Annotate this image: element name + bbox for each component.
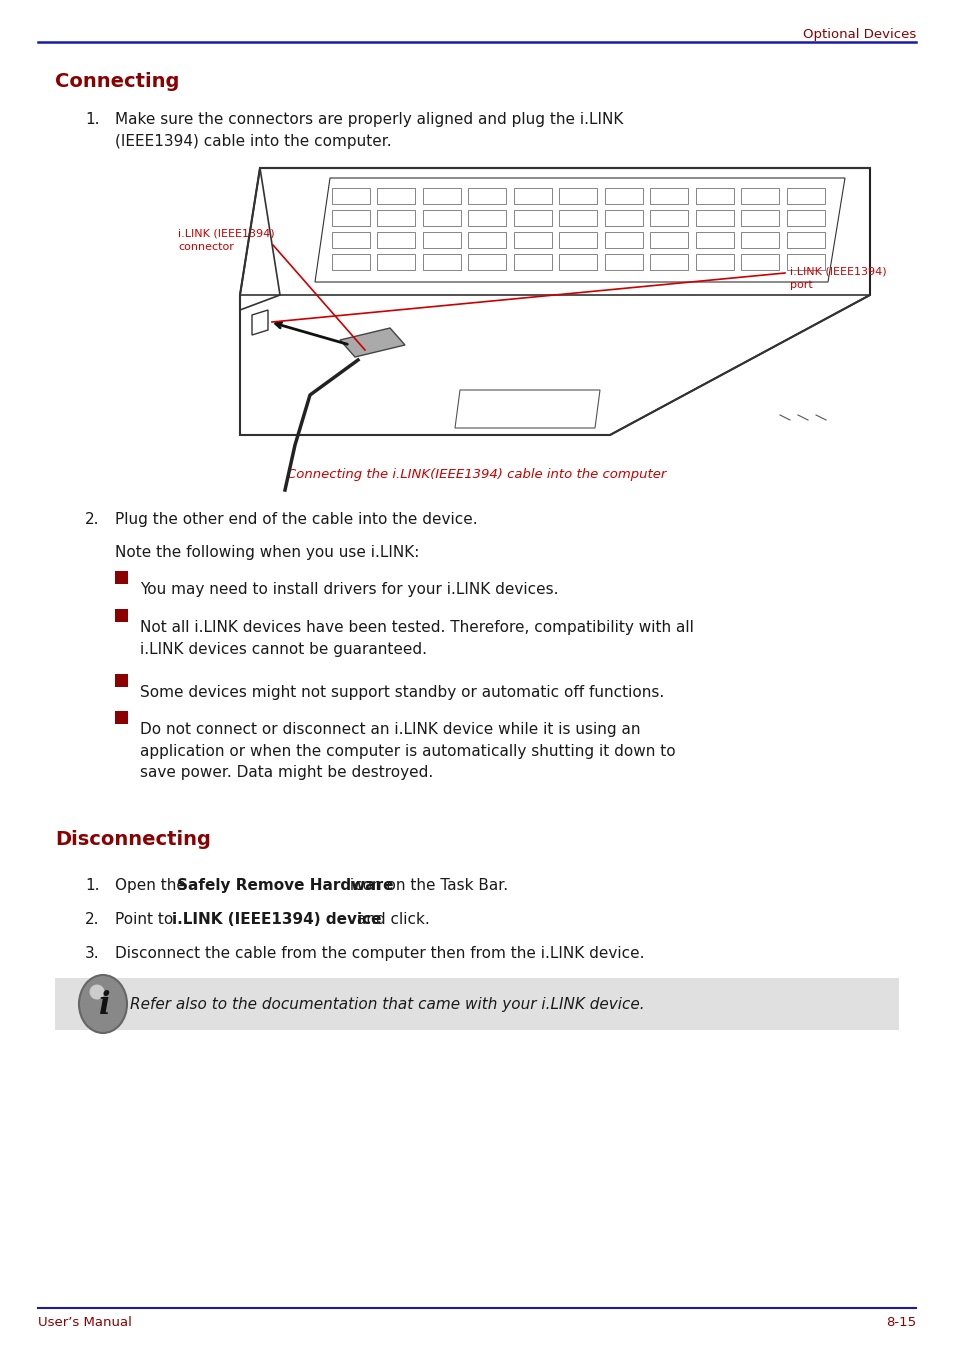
Text: i.LINK (IEEE1394) device: i.LINK (IEEE1394) device	[172, 913, 381, 927]
Bar	[115, 675, 128, 687]
Text: Plug the other end of the cable into the device.: Plug the other end of the cable into the…	[115, 512, 477, 527]
Text: i.LINK (IEEE1394)
port: i.LINK (IEEE1394) port	[789, 266, 885, 289]
Text: Optional Devices: Optional Devices	[801, 28, 915, 41]
Text: icon on the Task Bar.: icon on the Task Bar.	[345, 877, 508, 894]
Text: Do not connect or disconnect an i.LINK device while it is using an
application o: Do not connect or disconnect an i.LINK d…	[140, 722, 675, 780]
Text: i.LINK (IEEE1394)
connector: i.LINK (IEEE1394) connector	[178, 228, 274, 251]
Text: You may need to install drivers for your i.LINK devices.: You may need to install drivers for your…	[140, 581, 558, 598]
Bar	[115, 711, 128, 725]
Text: Disconnecting: Disconnecting	[55, 830, 211, 849]
Text: Connecting the i.LINK(IEEE1394) cable into the computer: Connecting the i.LINK(IEEE1394) cable in…	[287, 468, 666, 481]
Text: Some devices might not support standby or automatic off functions.: Some devices might not support standby o…	[140, 685, 663, 700]
Text: 2.: 2.	[85, 512, 99, 527]
Text: Not all i.LINK devices have been tested. Therefore, compatibility with all
i.LIN: Not all i.LINK devices have been tested.…	[140, 621, 693, 657]
Text: Refer also to the documentation that came with your i.LINK device.: Refer also to the documentation that cam…	[130, 996, 644, 1011]
Text: 1.: 1.	[85, 877, 99, 894]
Ellipse shape	[79, 975, 127, 1033]
Text: Safely Remove Hardware: Safely Remove Hardware	[177, 877, 393, 894]
Text: Make sure the connectors are properly aligned and plug the i.LINK
(IEEE1394) cab: Make sure the connectors are properly al…	[115, 112, 622, 149]
Text: 2.: 2.	[85, 913, 99, 927]
Bar	[115, 608, 128, 622]
Text: Disconnect the cable from the computer then from the i.LINK device.: Disconnect the cable from the computer t…	[115, 946, 644, 961]
Ellipse shape	[90, 984, 105, 999]
Polygon shape	[339, 329, 405, 357]
Text: Point to: Point to	[115, 913, 178, 927]
Text: Note the following when you use i.LINK:: Note the following when you use i.LINK:	[115, 545, 419, 560]
Bar	[55, 977, 898, 1030]
Text: 8-15: 8-15	[885, 1315, 915, 1329]
Text: 3.: 3.	[85, 946, 99, 961]
Text: User’s Manual: User’s Manual	[38, 1315, 132, 1329]
Text: Open the: Open the	[115, 877, 191, 894]
Text: and click.: and click.	[352, 913, 429, 927]
Text: i: i	[99, 991, 111, 1022]
Text: 1.: 1.	[85, 112, 99, 127]
Text: Connecting: Connecting	[55, 72, 179, 91]
Bar	[115, 571, 128, 584]
